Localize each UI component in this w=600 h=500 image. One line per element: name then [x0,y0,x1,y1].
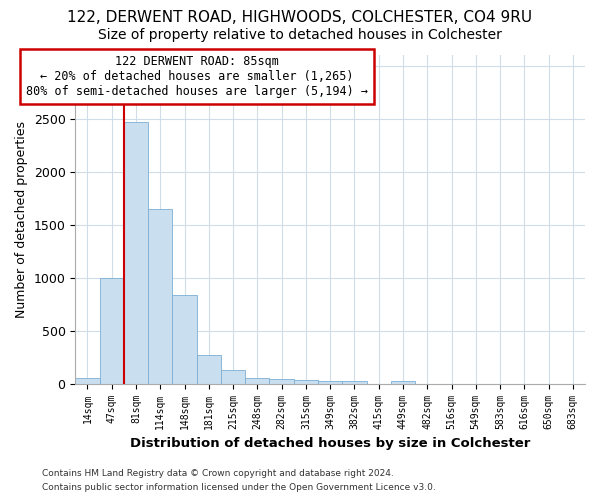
Bar [269,379,294,384]
Text: Size of property relative to detached houses in Colchester: Size of property relative to detached ho… [98,28,502,42]
Bar [197,355,221,384]
Bar [342,380,367,384]
Bar [148,208,172,384]
Bar [124,122,148,384]
Text: Contains HM Land Registry data © Crown copyright and database right 2024.: Contains HM Land Registry data © Crown c… [42,468,394,477]
Text: Contains public sector information licensed under the Open Government Licence v3: Contains public sector information licen… [42,484,436,492]
Bar [294,380,318,384]
Text: 122 DERWENT ROAD: 85sqm
← 20% of detached houses are smaller (1,265)
80% of semi: 122 DERWENT ROAD: 85sqm ← 20% of detache… [26,54,368,98]
X-axis label: Distribution of detached houses by size in Colchester: Distribution of detached houses by size … [130,437,530,450]
Bar [318,381,342,384]
Bar [75,378,100,384]
Bar [245,378,269,384]
Y-axis label: Number of detached properties: Number of detached properties [15,121,28,318]
Bar [391,381,415,384]
Bar [172,294,197,384]
Bar [100,278,124,384]
Bar [221,370,245,384]
Text: 122, DERWENT ROAD, HIGHWOODS, COLCHESTER, CO4 9RU: 122, DERWENT ROAD, HIGHWOODS, COLCHESTER… [67,10,533,25]
